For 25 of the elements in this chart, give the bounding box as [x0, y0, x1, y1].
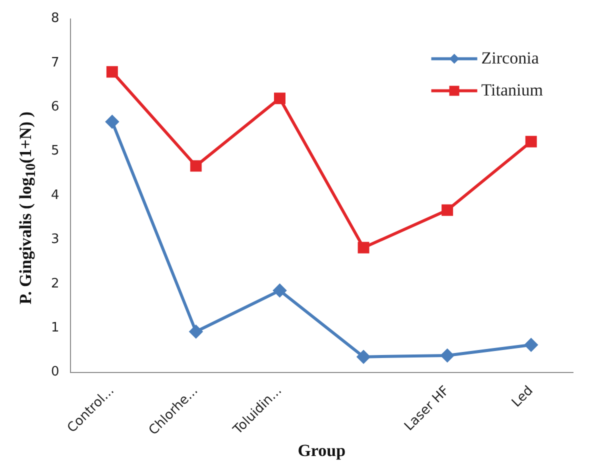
y-tick-label: 2 — [50, 276, 60, 292]
point — [190, 160, 202, 172]
y-tick-label: 8 — [50, 11, 60, 26]
x-tick-label: Led — [509, 383, 536, 410]
y-tick-label: 3 — [50, 232, 60, 248]
y-tick-label: 5 — [50, 144, 60, 159]
point — [358, 242, 370, 254]
y-tick-label: 4 — [50, 188, 60, 203]
legend-label: Titanium — [481, 80, 544, 100]
legend-label: Zirconia — [481, 48, 540, 68]
point — [274, 92, 286, 104]
point — [189, 325, 202, 338]
point — [357, 350, 370, 364]
y-tick-label: 7 — [50, 55, 60, 70]
point — [273, 284, 286, 298]
y-tick-label: 1 — [50, 320, 60, 336]
point — [525, 136, 537, 148]
point — [106, 115, 119, 128]
point — [442, 204, 454, 216]
point — [524, 338, 538, 352]
y-tick-label: 0 — [50, 364, 60, 380]
x-axis-title: Group — [298, 441, 346, 460]
y-tick-label: 6 — [50, 100, 60, 115]
point — [440, 348, 454, 362]
point — [106, 66, 118, 78]
